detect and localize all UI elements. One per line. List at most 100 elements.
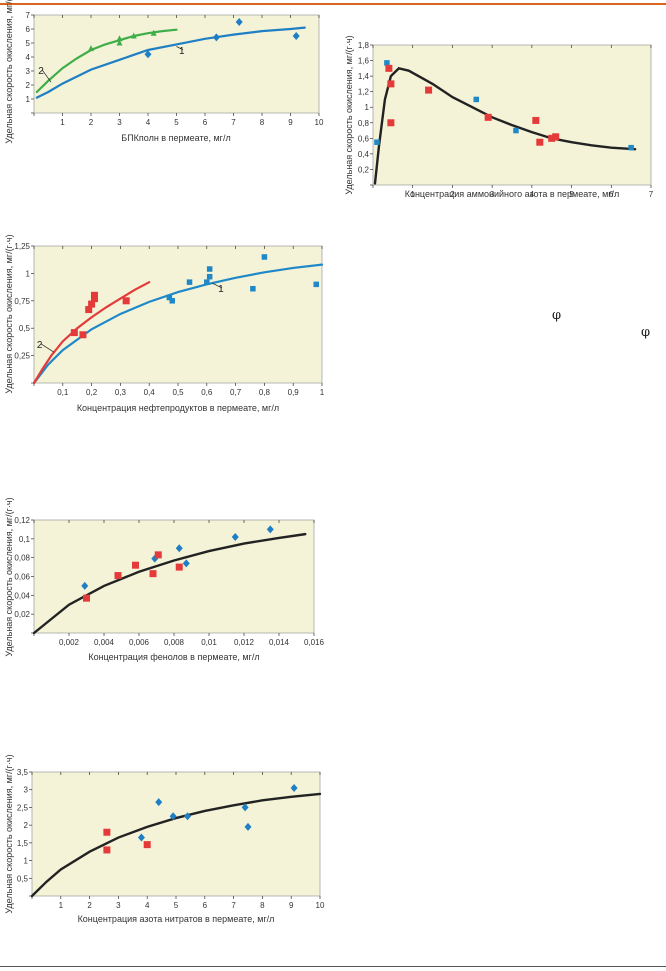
data-point — [231, 532, 239, 541]
y-tick-label: 5 — [26, 39, 31, 48]
x-tick-label: 3 — [117, 118, 122, 127]
y-tick-label: 1,2 — [358, 88, 370, 97]
data-point — [206, 273, 213, 280]
data-point — [292, 32, 300, 40]
data-point — [81, 581, 89, 590]
x-tick-label: 0,2 — [86, 388, 98, 397]
top-rule — [0, 3, 666, 5]
y-axis-label: Удельная скорость окисления, мг/(г·ч) — [4, 234, 14, 393]
data-point — [513, 127, 519, 134]
y-tick-label: 1 — [24, 857, 29, 866]
x-tick-label: 0,012 — [234, 638, 255, 647]
y-axis-label: Удельная скорость окисления, мг/(г·ч) — [344, 35, 354, 194]
x-tick-label: 0,8 — [259, 388, 271, 397]
data-point — [261, 254, 268, 260]
x-tick-label: 0,4 — [144, 388, 156, 397]
data-point — [70, 329, 78, 337]
y-tick-label: 0,5 — [19, 324, 31, 333]
x-tick-label: 4 — [145, 901, 150, 910]
data-point — [83, 594, 90, 602]
y-tick-label: 1,5 — [17, 839, 29, 848]
x-tick-label: 4 — [146, 118, 151, 127]
x-axis-label: Концентрация аммонийного азота в пермеат… — [405, 189, 620, 199]
data-point — [184, 812, 192, 821]
curve-label-leader — [40, 343, 55, 353]
data-point — [204, 279, 210, 285]
data-point — [532, 116, 540, 124]
x-tick-label: 1 — [410, 190, 415, 199]
data-point — [79, 331, 87, 339]
x-tick-label: 1 — [320, 388, 325, 397]
y-tick-label: 6 — [26, 25, 31, 34]
bottom-rule — [0, 966, 666, 967]
x-tick-label: 0,016 — [304, 638, 325, 647]
x-tick-label: 4 — [530, 190, 535, 199]
data-point — [90, 295, 98, 303]
data-point — [132, 561, 139, 569]
y-tick-label: 0,5 — [17, 874, 29, 883]
x-tick-label: 9 — [289, 901, 294, 910]
x-tick-label: 10 — [316, 901, 325, 910]
x-tick-label: 7 — [231, 901, 236, 910]
series-curve-2 — [30, 792, 322, 898]
x-tick-label: 8 — [260, 118, 265, 127]
x-tick-label: 0,002 — [59, 638, 80, 647]
y-tick-label: 0,4 — [358, 150, 370, 159]
phi-symbol-2: φ — [641, 325, 651, 340]
data-point — [186, 279, 193, 285]
x-tick-label: 3 — [490, 190, 495, 199]
y-tick-label: 0,8 — [358, 119, 370, 128]
data-point — [122, 297, 130, 305]
y-tick-label: 1 — [365, 103, 370, 112]
plot-area — [33, 245, 323, 384]
x-tick-label: 0,5 — [172, 388, 184, 397]
data-point — [536, 138, 544, 146]
data-point — [235, 18, 243, 26]
data-point — [130, 32, 137, 39]
data-point — [144, 50, 152, 59]
x-tick-label: 0,9 — [288, 388, 300, 397]
x-tick-label: 1 — [59, 901, 64, 910]
series-curve-0 — [35, 26, 306, 99]
y-tick-label: 7 — [26, 11, 31, 20]
y-tick-label: 3,5 — [17, 768, 29, 777]
series-curve-2 — [32, 532, 307, 635]
data-point — [385, 64, 393, 72]
y-tick-label: 3 — [26, 67, 31, 76]
curve-label: 1 — [179, 46, 185, 57]
x-tick-label: 10 — [315, 118, 324, 127]
y-tick-label: 3 — [24, 786, 29, 795]
x-tick-label: 3 — [116, 901, 121, 910]
x-axis-label: Концентрация нефтепродуктов в пермеате, … — [77, 403, 279, 413]
y-tick-label: 2,5 — [17, 803, 29, 812]
x-tick-label: 8 — [260, 901, 265, 910]
data-point — [169, 298, 175, 304]
data-point — [212, 33, 220, 42]
phi-symbol-1: φ — [552, 308, 562, 323]
y-tick-label: 2 — [24, 821, 29, 830]
data-point — [155, 798, 163, 807]
plot-area — [31, 771, 321, 897]
y-tick-label: 0,1 — [19, 535, 31, 544]
data-point — [313, 281, 319, 288]
y-axis-label: Удельная скорость окисления, мг/(г·ч) — [4, 497, 14, 656]
y-tick-label: 1 — [26, 269, 31, 278]
data-point — [548, 134, 556, 142]
curve-label-leader — [212, 282, 223, 289]
data-point — [137, 833, 145, 842]
x-tick-label: 1 — [60, 118, 65, 127]
x-tick-label: 0,3 — [115, 388, 127, 397]
y-tick-label: 0,75 — [14, 297, 30, 306]
x-tick-label: 0,1 — [57, 388, 69, 397]
data-point — [374, 139, 380, 145]
curve-label: 1 — [218, 284, 224, 295]
data-point — [103, 828, 111, 836]
y-tick-label: 1 — [26, 95, 31, 104]
data-point — [175, 544, 183, 553]
x-tick-label: 0,7 — [230, 388, 242, 397]
y-axis-label: Удельная скорость окисления, мг/(г·ч) — [4, 754, 14, 913]
x-tick-label: 5 — [174, 118, 179, 127]
